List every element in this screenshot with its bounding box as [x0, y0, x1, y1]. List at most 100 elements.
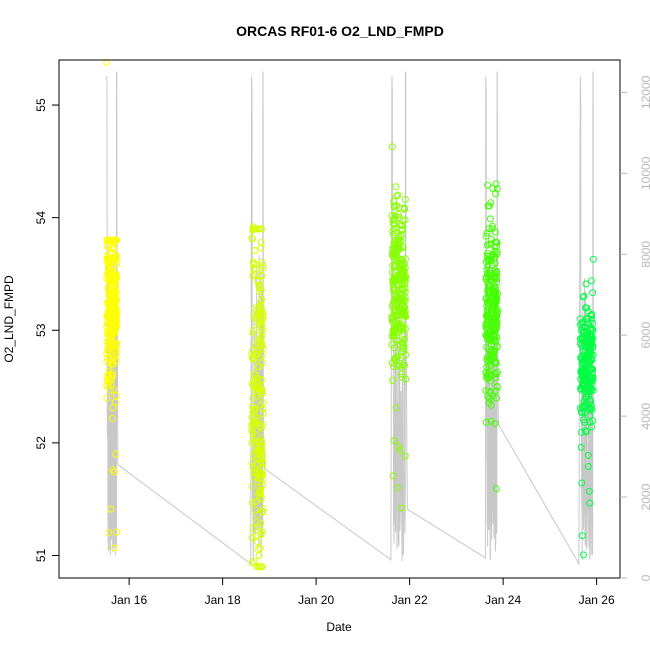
data-point	[581, 427, 589, 435]
data-point	[586, 499, 594, 507]
data-point	[396, 361, 404, 369]
data-point	[580, 376, 588, 384]
data-point	[493, 311, 501, 319]
plot-frame	[58, 59, 621, 579]
data-point	[389, 252, 396, 260]
x-tick-label: Jan 16	[111, 593, 147, 607]
data-point	[257, 338, 265, 346]
data-point	[256, 422, 264, 430]
data-point	[255, 552, 263, 560]
data-point	[483, 343, 491, 351]
y-tick-label: 52	[34, 436, 48, 450]
data-point	[252, 371, 260, 379]
data-point	[390, 239, 398, 247]
data-point	[492, 296, 500, 304]
data-point	[113, 528, 121, 536]
data-point	[259, 508, 267, 515]
data-point	[578, 368, 585, 376]
data-point	[258, 271, 266, 279]
x-tick-label: Jan 18	[205, 593, 241, 607]
data-point	[250, 261, 258, 268]
data-point	[488, 337, 496, 345]
data-point	[111, 311, 119, 319]
data-point	[493, 318, 501, 326]
data-point	[107, 307, 115, 315]
data-point	[482, 258, 490, 266]
data-point	[392, 404, 400, 412]
data-point	[258, 387, 266, 395]
data-point	[390, 225, 398, 233]
data-point	[257, 483, 264, 491]
data-point	[103, 382, 111, 390]
data-point	[107, 380, 115, 388]
data-point	[107, 244, 115, 252]
data-point	[104, 347, 112, 355]
data-point	[396, 446, 404, 454]
data-point	[578, 428, 585, 436]
data-point	[482, 295, 490, 303]
data-point	[112, 256, 120, 264]
data-point	[490, 347, 498, 355]
data-point	[255, 362, 263, 370]
x-axis: Jan 16 Jan 18 Jan 20 Jan 22 Jan 24 Jan 26	[111, 577, 615, 607]
data-point	[492, 370, 500, 378]
x-tick-label: Jan 20	[298, 593, 334, 607]
data-point	[492, 289, 499, 297]
data-point	[109, 290, 117, 298]
data-point	[585, 487, 593, 495]
data-point	[578, 532, 586, 540]
y2-tick-label: 12000	[639, 75, 650, 109]
data-point	[388, 341, 396, 349]
data-point	[394, 281, 402, 288]
data-point	[398, 370, 406, 378]
data-point	[110, 468, 118, 476]
data-point	[103, 236, 111, 244]
y-tick-label: 51	[34, 548, 48, 562]
data-point	[251, 247, 259, 254]
data-point	[258, 225, 266, 233]
data-point	[257, 531, 265, 538]
data-point	[111, 316, 119, 323]
data-point	[578, 382, 586, 390]
data-point	[491, 254, 499, 262]
data-point	[402, 351, 410, 359]
data-point	[248, 421, 256, 429]
data-point	[487, 362, 495, 370]
data-point	[255, 282, 263, 290]
data-point	[103, 58, 111, 66]
data-point	[582, 280, 590, 288]
data-point	[252, 438, 260, 446]
data-point	[483, 356, 491, 364]
data-point	[401, 272, 409, 280]
data-point	[484, 202, 492, 210]
data-point	[257, 458, 265, 466]
data-point	[390, 202, 398, 210]
data-point	[258, 563, 266, 571]
data-point	[257, 433, 265, 441]
data-point	[256, 225, 263, 233]
data-point	[390, 437, 398, 445]
data-point	[402, 375, 410, 383]
data-point	[103, 338, 111, 346]
data-point	[482, 232, 490, 240]
data-point	[391, 268, 399, 276]
data-point	[390, 331, 397, 339]
y-tick-label: 53	[34, 323, 48, 337]
data-point	[583, 318, 591, 326]
data-point	[109, 318, 117, 326]
data-point	[583, 361, 591, 369]
data-point	[113, 342, 120, 350]
data-point	[255, 563, 263, 571]
data-point	[486, 215, 494, 223]
x-axis-label: Date	[326, 620, 352, 634]
y2-tick-label: 4000	[639, 402, 650, 429]
data-point	[488, 261, 496, 269]
data-point	[589, 289, 597, 297]
data-point	[390, 277, 398, 285]
data-point	[112, 392, 120, 400]
data-point	[493, 394, 500, 402]
data-point	[388, 359, 396, 367]
data-point	[111, 330, 119, 337]
data-point	[482, 369, 490, 377]
data-point	[249, 380, 256, 388]
